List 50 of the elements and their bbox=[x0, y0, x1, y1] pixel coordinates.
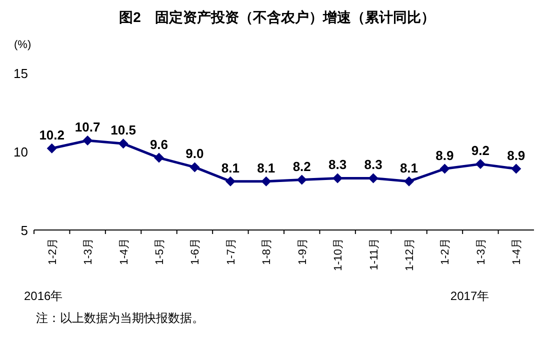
x-tick-label: 1-6月 bbox=[190, 238, 202, 265]
data-label: 8.3 bbox=[364, 157, 382, 172]
x-tick-label: 1-7月 bbox=[225, 238, 238, 265]
text: 注：以上数据为当期快报数据。 bbox=[36, 311, 204, 325]
x-tick-label: 1-9月 bbox=[296, 238, 309, 265]
x-tick-label: 1-3月 bbox=[82, 238, 95, 265]
data-label: 10.2 bbox=[39, 127, 65, 142]
data-label: 9.2 bbox=[471, 143, 490, 158]
data-label: 10.7 bbox=[74, 120, 100, 135]
data-label: 8.1 bbox=[400, 160, 418, 176]
data-label: 8.1 bbox=[221, 160, 240, 176]
point bbox=[475, 159, 486, 170]
y-tick-label: 15 bbox=[14, 66, 28, 81]
point bbox=[118, 138, 128, 149]
data-label: 8.9 bbox=[436, 148, 454, 163]
point bbox=[190, 162, 200, 172]
data-label: 10.5 bbox=[110, 122, 136, 138]
point bbox=[440, 164, 450, 174]
x-tick-label: 1-4月 bbox=[511, 238, 524, 265]
x-tick-label: 1-5月 bbox=[154, 238, 166, 265]
point bbox=[46, 143, 57, 154]
data-label: 8.1 bbox=[257, 160, 276, 176]
x-tick-label: 1-12月 bbox=[404, 238, 416, 272]
data-label: 8.9 bbox=[507, 148, 526, 163]
point bbox=[404, 176, 414, 186]
y-tick-label: 5 bbox=[20, 223, 28, 238]
point bbox=[154, 152, 164, 163]
x-tick-label: 1-2月 bbox=[440, 238, 452, 265]
point bbox=[82, 136, 93, 146]
y-tick-label: 10 bbox=[14, 144, 28, 160]
data-label: 8.2 bbox=[292, 158, 311, 174]
x-tick-label: 1-8月 bbox=[261, 238, 274, 265]
point bbox=[261, 176, 272, 186]
data-label: 8.3 bbox=[328, 157, 347, 172]
point bbox=[368, 173, 378, 184]
point bbox=[511, 164, 522, 174]
data-label: 9.0 bbox=[186, 146, 204, 162]
text: 2017年 bbox=[450, 289, 490, 303]
x-tick-label: 1-11月 bbox=[368, 238, 380, 270]
x-tick-label: 1-3月 bbox=[475, 238, 488, 265]
point bbox=[296, 174, 307, 185]
text: 2016年 bbox=[24, 289, 63, 303]
chart-title: 图2 固定资产投资（不含农户）增速（累计同比） bbox=[119, 9, 435, 25]
y-axis-title: (%) bbox=[14, 39, 32, 51]
x-tick-label: 1-4月 bbox=[118, 238, 130, 265]
point bbox=[332, 173, 343, 184]
x-tick-label: 1-10月 bbox=[332, 238, 345, 272]
x-tick-label: 1-2月 bbox=[46, 238, 59, 265]
data-label: 9.6 bbox=[150, 136, 168, 152]
point bbox=[225, 176, 236, 186]
